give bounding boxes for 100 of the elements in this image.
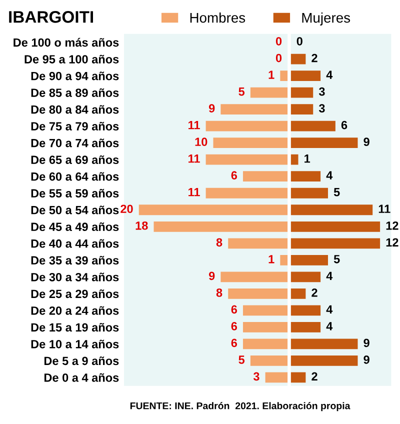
data-label: 3 bbox=[253, 372, 260, 381]
data-label: 1 bbox=[268, 255, 274, 264]
bar bbox=[290, 288, 306, 299]
data-label: 6 bbox=[341, 120, 348, 130]
y-tick-label: De 60 a 64 años bbox=[31, 172, 119, 181]
bar bbox=[290, 154, 298, 165]
data-label: 4 bbox=[326, 70, 333, 79]
y-tick-label: De 70 a 74 años bbox=[31, 138, 119, 148]
data-label: 9 bbox=[364, 138, 370, 146]
y-tick-label: De 15 a 19 años bbox=[31, 322, 119, 332]
bar bbox=[280, 70, 288, 82]
bar bbox=[213, 138, 288, 148]
bar bbox=[228, 288, 288, 299]
data-label: 11 bbox=[188, 154, 200, 163]
data-label: 3 bbox=[318, 104, 325, 113]
data-label: 8 bbox=[216, 238, 222, 247]
data-label: 20 bbox=[120, 204, 133, 214]
y-tick-label: De 5 a 9 años bbox=[44, 356, 119, 366]
bar bbox=[290, 254, 328, 266]
data-label: 5 bbox=[334, 188, 340, 196]
bar bbox=[290, 372, 306, 383]
y-tick-label: De 40 a 44 años bbox=[31, 239, 119, 248]
y-tick-label: De 55 a 59 años bbox=[31, 188, 119, 198]
y-tick-label: De 90 a 94 años bbox=[31, 72, 119, 80]
bar bbox=[206, 120, 288, 132]
bar bbox=[290, 120, 336, 132]
data-label: 4 bbox=[326, 305, 333, 314]
y-tick-label: De 65 a 69 años bbox=[31, 155, 119, 164]
y-tick-label: De 30 a 34 años bbox=[31, 272, 119, 282]
data-label: 6 bbox=[231, 338, 238, 348]
data-label: 2 bbox=[312, 54, 318, 62]
data-label: 9 bbox=[208, 272, 215, 280]
bar bbox=[265, 372, 288, 383]
bar bbox=[242, 322, 288, 332]
data-label: 9 bbox=[364, 338, 370, 348]
bar bbox=[290, 104, 314, 115]
bar bbox=[250, 356, 288, 366]
y-tick-label: De 35 a 39 años bbox=[31, 256, 119, 265]
data-label: 4 bbox=[326, 171, 333, 180]
source-note: FUENTE: INE. Padrón 2021. Elaboración propia bbox=[130, 402, 350, 412]
data-label: 6 bbox=[231, 322, 238, 330]
chart-title: IBARGOITI bbox=[9, 11, 93, 23]
bar bbox=[290, 171, 321, 182]
data-label: 11 bbox=[378, 204, 390, 213]
data-label: 1 bbox=[304, 154, 310, 163]
data-label: 11 bbox=[188, 121, 200, 130]
bar bbox=[290, 204, 373, 216]
y-tick-label: De 85 a 89 años bbox=[31, 88, 119, 97]
bar bbox=[290, 221, 380, 232]
bar bbox=[290, 138, 358, 148]
y-tick-label: De 95 a 100 años bbox=[24, 54, 119, 64]
y-tick-label: De 50 a 54 años bbox=[31, 206, 119, 214]
bar bbox=[242, 171, 288, 182]
data-label: 10 bbox=[195, 138, 208, 146]
y-tick-label: De 100 o más años bbox=[14, 38, 119, 47]
bar bbox=[290, 87, 314, 98]
bar bbox=[280, 254, 288, 266]
data-label: 3 bbox=[318, 87, 325, 96]
y-tick-label: De 0 a 4 años bbox=[44, 373, 119, 382]
bar bbox=[206, 188, 288, 198]
y-tick-label: De 10 a 14 años bbox=[31, 340, 119, 348]
data-label: 4 bbox=[326, 322, 333, 330]
bar bbox=[290, 238, 380, 249]
data-label: 11 bbox=[188, 188, 200, 196]
bar bbox=[242, 305, 288, 316]
data-label: 0 bbox=[276, 54, 282, 62]
data-label: 8 bbox=[216, 288, 222, 297]
data-label: 12 bbox=[386, 238, 398, 246]
data-label: 0 bbox=[276, 37, 282, 46]
bar bbox=[290, 322, 321, 332]
bar bbox=[220, 104, 288, 115]
bar bbox=[138, 204, 288, 216]
data-label: 0 bbox=[296, 37, 302, 46]
bar bbox=[250, 87, 288, 98]
bar bbox=[290, 70, 321, 82]
y-tick-label: De 75 a 79 años bbox=[31, 122, 119, 130]
bar bbox=[290, 188, 328, 198]
bar bbox=[242, 338, 288, 350]
data-label: 12 bbox=[386, 221, 398, 230]
bar bbox=[228, 238, 288, 249]
bar bbox=[290, 272, 321, 282]
bar bbox=[154, 221, 288, 232]
data-label: 1 bbox=[268, 70, 274, 79]
bar bbox=[290, 338, 358, 350]
data-label: 4 bbox=[326, 272, 333, 280]
y-tick-label: De 80 a 84 años bbox=[31, 105, 119, 114]
data-label: 5 bbox=[334, 255, 340, 264]
data-label: 6 bbox=[231, 171, 238, 180]
y-tick-label: De 20 a 24 años bbox=[31, 306, 119, 315]
data-label: 2 bbox=[312, 372, 318, 381]
bar bbox=[206, 154, 288, 165]
y-tick-label: De 45 a 49 años bbox=[31, 222, 119, 232]
legend-label: Mujeres bbox=[302, 12, 350, 26]
data-label: 6 bbox=[231, 305, 238, 314]
data-label: 18 bbox=[136, 221, 148, 230]
data-label: 5 bbox=[238, 356, 245, 364]
bar bbox=[290, 54, 306, 64]
data-label: 2 bbox=[312, 288, 318, 297]
y-tick-label: De 25 a 29 años bbox=[31, 289, 119, 298]
legend-label: Hombres bbox=[190, 12, 246, 23]
